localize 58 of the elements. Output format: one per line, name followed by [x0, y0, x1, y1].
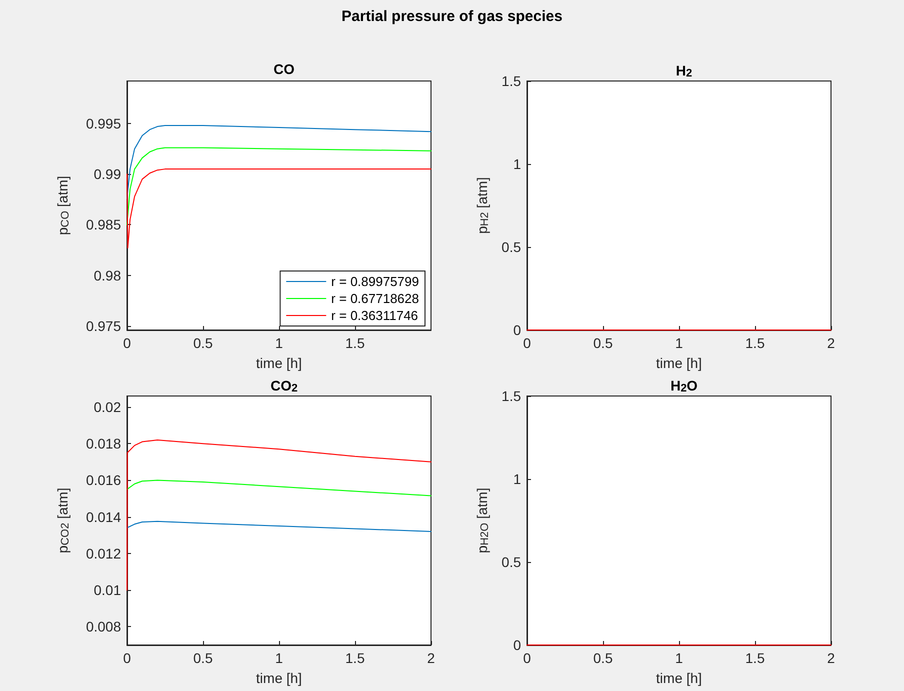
- legend-label: r = 0.67718628: [331, 291, 419, 306]
- text: Partial pressure of gas species: [340, 8, 564, 25]
- y-axis-title: pCO [atm]: [54, 176, 72, 236]
- line-series: [126, 439, 432, 591]
- y-tick-label: 1: [513, 471, 522, 487]
- x-tick-label: 1.5: [345, 335, 365, 351]
- y-tick-label: 0.985: [86, 216, 122, 233]
- y-tick-label: 1.5: [502, 388, 522, 404]
- line-series: [126, 520, 432, 532]
- x-tick-label: 1: [275, 650, 284, 666]
- x-axis-title: time [h]: [256, 355, 302, 371]
- y-tick-label: 0.98: [94, 267, 122, 284]
- x-tick-label: 0: [523, 650, 532, 666]
- legend-label: r = 0.89975799: [331, 274, 419, 289]
- x-tick-label: 0: [123, 650, 132, 666]
- x-tick-label: 2: [827, 335, 836, 351]
- x-tick-label: 1.5: [745, 650, 765, 666]
- y-tick-label: 0.016: [86, 472, 122, 488]
- x-tick-label: 1.5: [745, 335, 765, 351]
- y-tick-label: 0.02: [94, 398, 122, 415]
- y-tick-label: 0.012: [86, 545, 122, 562]
- chart-title: CO: [274, 61, 295, 77]
- y-axis-title: pH2 [atm]: [474, 177, 492, 234]
- x-tick-label: 0.5: [593, 650, 613, 666]
- line-series: [126, 125, 432, 199]
- line-series: [126, 168, 432, 249]
- y-tick-label: 0: [513, 637, 522, 653]
- y-tick-label: 0.01: [94, 582, 122, 598]
- y-tick-label: 0.014: [86, 508, 122, 525]
- line-series: [126, 480, 432, 496]
- x-tick-label: 0: [523, 335, 532, 351]
- y-tick-label: 1: [513, 156, 522, 172]
- x-tick-label: 1: [275, 335, 284, 351]
- y-tick-label: 0.99: [94, 166, 122, 182]
- line-series: [126, 147, 432, 226]
- x-tick-label: 1: [675, 650, 684, 666]
- x-tick-label: 0.5: [593, 335, 613, 351]
- y-tick-label: 0.975: [86, 318, 122, 334]
- y-tick-label: 0: [513, 322, 522, 338]
- y-axis-title: pCO2 [atm]: [54, 488, 72, 554]
- x-tick-label: 0: [123, 335, 132, 351]
- x-axis-title: time [h]: [256, 670, 302, 686]
- y-tick-label: 1.5: [502, 73, 522, 89]
- x-tick-label: 1: [675, 335, 684, 351]
- y-tick-label: 0.008: [86, 618, 122, 635]
- y-tick-label: 0.5: [502, 554, 522, 570]
- x-tick-label: 0.5: [193, 650, 213, 666]
- y-axis-title: pH2O [atm]: [474, 488, 492, 554]
- x-tick-label: 0.5: [193, 335, 213, 351]
- y-tick-label: 0.5: [502, 239, 522, 255]
- legend-label: r = 0.36311746: [331, 308, 418, 323]
- x-axis-title: time [h]: [656, 355, 702, 371]
- x-tick-label: 2: [427, 650, 436, 666]
- x-axis-title: time [h]: [656, 670, 702, 686]
- x-tick-label: 1.5: [345, 650, 365, 666]
- x-tick-label: 2: [827, 650, 836, 666]
- y-tick-label: 0.995: [86, 116, 122, 132]
- y-tick-label: 0.018: [86, 436, 122, 452]
